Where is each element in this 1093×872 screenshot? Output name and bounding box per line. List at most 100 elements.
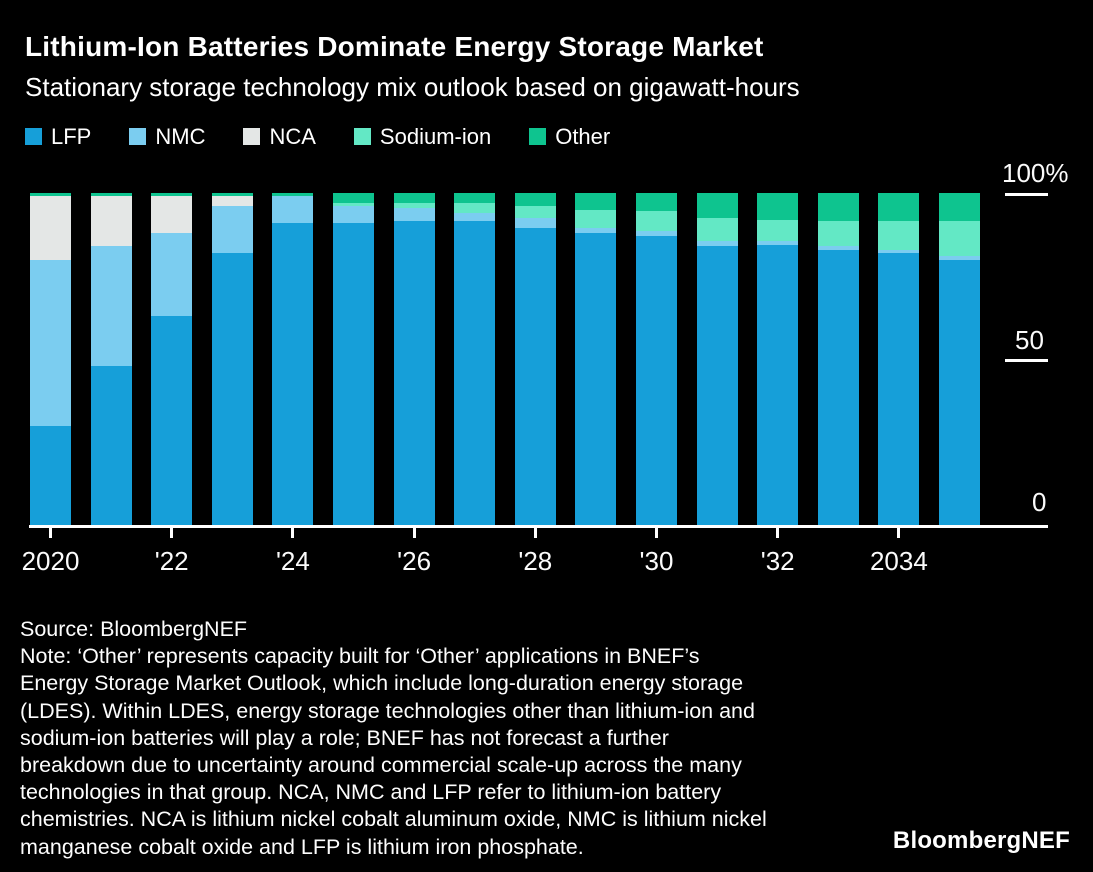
legend-swatch-nca	[243, 128, 261, 145]
segment-lfp-2034	[878, 252, 920, 526]
segment-lfp-2027	[454, 221, 496, 526]
legend-swatch-lfp	[25, 128, 42, 145]
segment-sodium-ion-2033	[817, 221, 859, 247]
segment-other-2027	[454, 193, 496, 204]
segment-nmc-2027	[454, 213, 496, 222]
segment-nmc-2032	[757, 241, 799, 245]
x-tick-label: 2034	[869, 546, 928, 576]
bar-2035	[939, 193, 980, 526]
x-tick-label: '26	[397, 546, 432, 576]
segment-nmc-2022	[151, 232, 193, 317]
y-tick-100	[1005, 193, 1048, 196]
segment-lfp-2028	[514, 227, 556, 526]
x-axis-line	[29, 525, 1048, 528]
segment-lfp-2030	[636, 236, 677, 526]
y-axis-label-50: 50	[1015, 325, 1044, 355]
legend-item-nmc: NMC	[129, 124, 206, 149]
segment-nmc-2033	[817, 246, 859, 250]
bar-2028	[514, 193, 556, 526]
segment-lfp-2021	[90, 366, 132, 526]
page-title: Lithium-Ion Batteries Dominate Energy St…	[25, 31, 764, 62]
segment-nmc-2030	[636, 231, 677, 237]
bar-2032	[757, 193, 799, 526]
page-subtitle: Stationary storage technology mix outloo…	[25, 72, 800, 102]
segment-nmc-2029	[575, 227, 617, 233]
footer-text: Source: BloombergNEF Note: ‘Other’ repre…	[20, 616, 767, 861]
x-tick-label: '30	[639, 546, 674, 576]
bar-2033	[817, 193, 859, 526]
segment-lfp-2031	[696, 246, 738, 526]
note-line: Energy Storage Market Outlook, which inc…	[20, 671, 744, 696]
segment-sodium-ion-2030	[636, 211, 677, 232]
legend-label: NMC	[155, 124, 206, 149]
segment-lfp-2033	[817, 249, 859, 526]
bar-2020	[30, 193, 71, 526]
segment-nmc-2035	[939, 256, 980, 260]
bar-2021	[90, 193, 132, 526]
legend-swatch-other	[529, 128, 547, 145]
bloombergnef-logo: BloombergNEF	[892, 827, 1070, 854]
legend-label: Sodium-ion	[379, 124, 492, 149]
x-tick	[291, 528, 295, 538]
segment-sodium-ion-2032	[757, 219, 799, 242]
segment-other-2023	[211, 193, 253, 197]
segment-nca-2020	[30, 196, 71, 260]
segment-sodium-ion-2028	[514, 206, 556, 218]
segment-other-2026	[393, 193, 435, 204]
segment-sodium-ion-2025	[333, 203, 374, 207]
legend-swatch-sodium-ion	[353, 128, 371, 145]
legend-swatch-nmc	[129, 128, 147, 145]
bar-2030	[636, 193, 677, 526]
segment-nmc-2020	[30, 259, 71, 427]
bar-2031	[696, 193, 738, 526]
x-tick	[655, 528, 658, 538]
segment-lfp-2026	[393, 221, 435, 526]
segment-lfp-2032	[757, 244, 799, 526]
legend-label: Other	[555, 124, 611, 149]
segment-other-2021	[90, 193, 132, 197]
segment-other-2025	[333, 193, 374, 204]
segment-nmc-2031	[696, 241, 738, 247]
segment-nca-2021	[90, 196, 132, 247]
legend-label: LFP	[51, 124, 92, 149]
bar-2026	[393, 193, 435, 526]
bar-2023	[211, 193, 253, 526]
note-line: breakdown due to uncertainty around comm…	[20, 753, 742, 778]
segment-other-2034	[878, 193, 920, 222]
segment-other-2024	[272, 193, 314, 197]
x-tick	[170, 528, 174, 538]
segment-lfp-2024	[272, 222, 314, 526]
segment-other-2020	[30, 193, 71, 197]
segment-nmc-2034	[878, 249, 920, 253]
x-tick	[49, 528, 52, 538]
note-line: chemistries. NCA is lithium nickel cobal…	[20, 807, 767, 832]
x-tick-label: '22	[154, 546, 189, 576]
segment-sodium-ion-2031	[696, 218, 738, 242]
y-axis-label-100: 100%	[1002, 158, 1069, 188]
x-tick-label: '28	[518, 546, 553, 576]
segment-other-2031	[696, 193, 738, 218]
segment-nmc-2025	[333, 206, 374, 223]
bar-2024	[272, 193, 314, 526]
legend: LFP NMC NCA Sodium-ion Other	[25, 124, 611, 149]
x-tick-label: '32	[760, 546, 795, 576]
segment-nmc-2021	[90, 246, 132, 367]
segment-sodium-ion-2026	[393, 203, 435, 208]
segment-other-2033	[817, 193, 859, 222]
segment-lfp-2029	[575, 232, 617, 526]
y-axis-label-0: 0	[1032, 487, 1047, 517]
segment-nca-2022	[151, 196, 193, 233]
segment-lfp-2022	[151, 316, 193, 526]
legend-label: NCA	[269, 124, 316, 149]
legend-item-sodium-ion: Sodium-ion	[353, 124, 492, 149]
x-tick	[533, 528, 537, 538]
y-tick-50	[1005, 359, 1048, 362]
x-tick	[897, 528, 901, 538]
segment-nmc-2023	[211, 206, 253, 253]
segment-nmc-2028	[514, 217, 556, 228]
legend-item-nca: NCA	[243, 124, 316, 149]
x-tick	[776, 528, 780, 538]
segment-sodium-ion-2034	[878, 221, 920, 250]
segment-other-2022	[151, 193, 193, 197]
